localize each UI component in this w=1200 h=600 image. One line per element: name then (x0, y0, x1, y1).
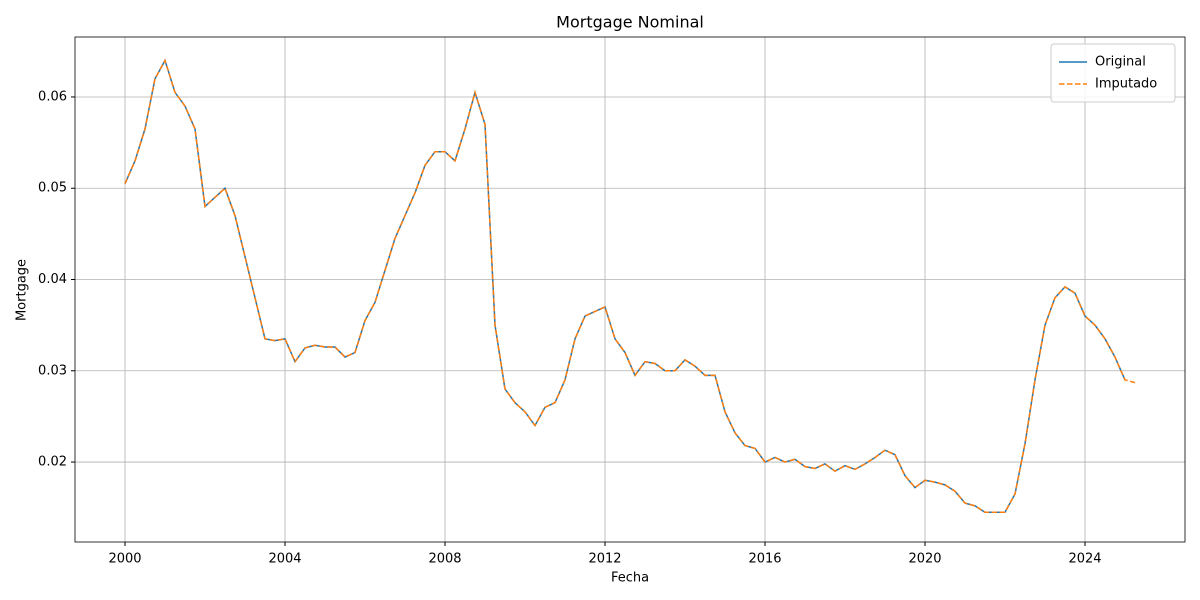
x-tick-label: 2004 (268, 552, 301, 567)
y-axis-label: Mortgage (15, 259, 30, 321)
y-tick-label: 0.06 (38, 89, 67, 104)
x-axis-label: Fecha (611, 571, 649, 586)
x-tick-label: 2020 (908, 552, 941, 567)
plot-frame (74, 36, 1186, 543)
x-tick-label: 2012 (588, 552, 621, 567)
x-tick-label: 2016 (748, 552, 781, 567)
chart-title: Mortgage Nominal (556, 13, 704, 32)
x-tick-label: 2008 (428, 552, 461, 567)
x-tick-label: 2024 (1068, 552, 1101, 567)
legend-box (1050, 43, 1176, 103)
legend-label: Imputado (1095, 77, 1157, 92)
y-tick-label: 0.04 (38, 272, 67, 287)
series-line (124, 58, 1136, 513)
y-tick-label: 0.05 (38, 181, 67, 196)
legend-label: Original (1095, 55, 1146, 70)
y-tick-label: 0.02 (38, 455, 67, 470)
x-tick-label: 2000 (108, 552, 141, 567)
y-tick-label: 0.03 (38, 363, 67, 378)
